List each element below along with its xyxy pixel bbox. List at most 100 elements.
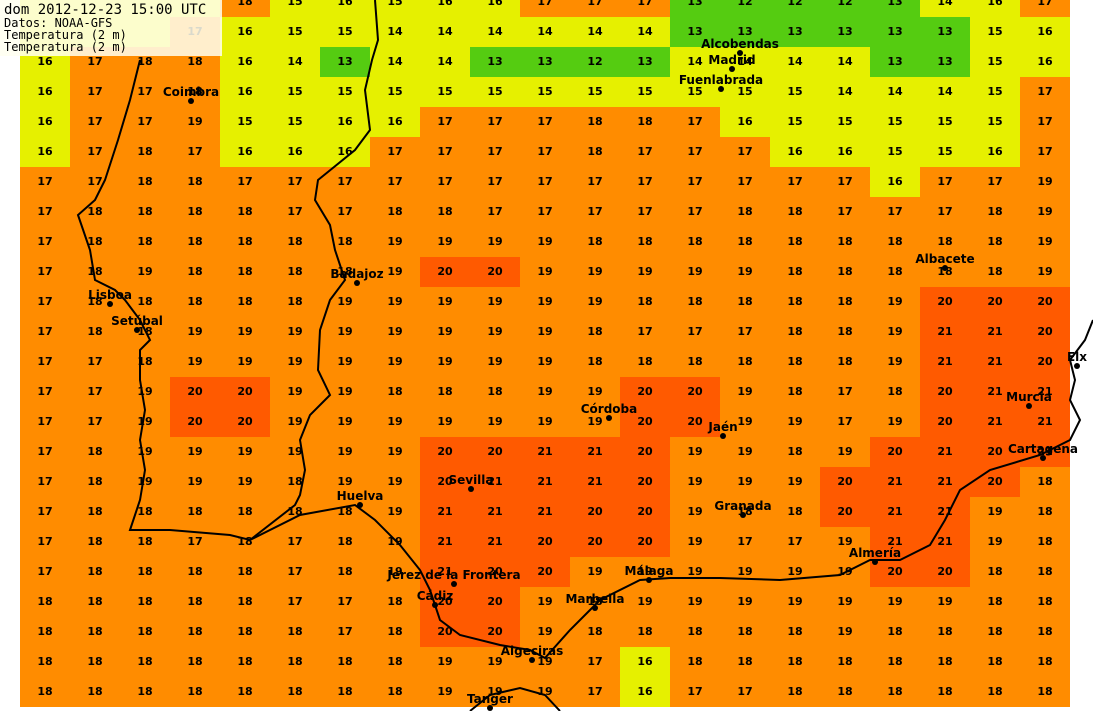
temperature-value: 18 [137,655,152,668]
temperature-cell [770,647,820,677]
temperature-value: 14 [937,0,953,8]
temperature-value: 19 [837,535,852,548]
temperature-cell [220,407,270,437]
temperature-cell [220,317,270,347]
temperature-value: 17 [37,325,52,338]
temperature-cell [370,197,420,227]
temperature-cell [820,407,870,437]
temperature-value: 14 [487,25,503,38]
temperature-cell [920,497,970,527]
temperature-cell [670,0,720,17]
temperature-value: 20 [637,475,653,488]
temperature-cell [270,17,320,47]
temperature-value: 17 [1037,115,1052,128]
temperature-cell [520,227,570,257]
temperature-value: 17 [37,235,52,248]
temperature-cell [270,467,320,497]
temperature-cell [320,47,370,77]
temperature-cell [520,287,570,317]
temperature-value: 13 [537,55,552,68]
temperature-value: 18 [987,595,1002,608]
temperature-value: 19 [1037,265,1052,278]
temperature-cell [620,587,670,617]
temperature-cell [720,257,770,287]
temperature-value: 18 [87,595,102,608]
temperature-cell [870,0,920,17]
temperature-cell [920,257,970,287]
temperature-value: 19 [837,595,852,608]
temperature-cell [670,437,720,467]
temperature-cell [720,617,770,647]
temperature-value: 18 [787,445,802,458]
temperature-value: 17 [537,0,552,8]
temperature-value: 19 [637,565,652,578]
temperature-value: 15 [837,115,852,128]
temperature-cell [70,677,120,707]
temperature-cell [270,647,320,677]
temperature-value: 19 [737,595,752,608]
temperature-cell [970,437,1020,467]
city-marker [1074,363,1080,369]
city-label: Murcia [1006,390,1052,404]
temperature-cell [1020,167,1070,197]
temperature-value: 18 [237,0,252,8]
temperature-value: 18 [837,655,852,668]
temperature-value: 18 [187,175,202,188]
temperature-cell [420,287,470,317]
temperature-cell [70,587,120,617]
city-label: Madrid [708,53,755,67]
temperature-value: 12 [587,55,602,68]
temperature-value: 17 [87,355,102,368]
temperature-cell [820,467,870,497]
city-label: Algeciras [501,644,564,658]
temperature-cell [1020,557,1070,587]
temperature-value: 17 [687,115,702,128]
temperature-cell [1020,497,1070,527]
temperature-cell [170,227,220,257]
temperature-cell [470,557,520,587]
temperature-cell [670,107,720,137]
temperature-value: 18 [287,685,302,698]
temperature-value: 18 [137,145,152,158]
temperature-cell [420,437,470,467]
temperature-value: 19 [337,355,352,368]
temperature-cell [220,137,270,167]
temperature-cell [870,197,920,227]
temperature-value: 17 [737,175,752,188]
temperature-value: 19 [737,475,752,488]
temperature-cell [20,197,70,227]
temperature-cell [720,17,770,47]
city-marker [646,577,652,583]
temperature-value: 17 [687,145,702,158]
temperature-cell [420,677,470,707]
temperature-value: 19 [537,595,552,608]
temperature-cell [1020,677,1070,707]
temperature-cell [120,227,170,257]
temperature-value: 19 [437,355,452,368]
temperature-cell [970,377,1020,407]
temperature-value: 19 [587,295,602,308]
temperature-cell [470,47,520,77]
temperature-value: 18 [237,565,252,578]
temperature-cell [20,377,70,407]
temperature-value: 17 [1037,85,1052,98]
temperature-cell [320,347,370,377]
temperature-value: 20 [587,535,603,548]
temperature-cell [820,317,870,347]
temperature-value: 17 [87,85,102,98]
temperature-value: 17 [787,535,802,548]
temperature-value: 18 [887,685,902,698]
temperature-cell [970,527,1020,557]
temperature-value: 16 [237,25,253,38]
temperature-cell [70,77,120,107]
temperature-value: 21 [437,535,452,548]
temperature-value: 19 [337,295,352,308]
temperature-cell [70,377,120,407]
temperature-value: 20 [637,415,653,428]
temperature-cell [70,617,120,647]
temperature-cell [20,137,70,167]
temperature-cell [370,347,420,377]
temperature-cell [1020,257,1070,287]
temperature-value: 18 [587,325,602,338]
temperature-cell [70,527,120,557]
